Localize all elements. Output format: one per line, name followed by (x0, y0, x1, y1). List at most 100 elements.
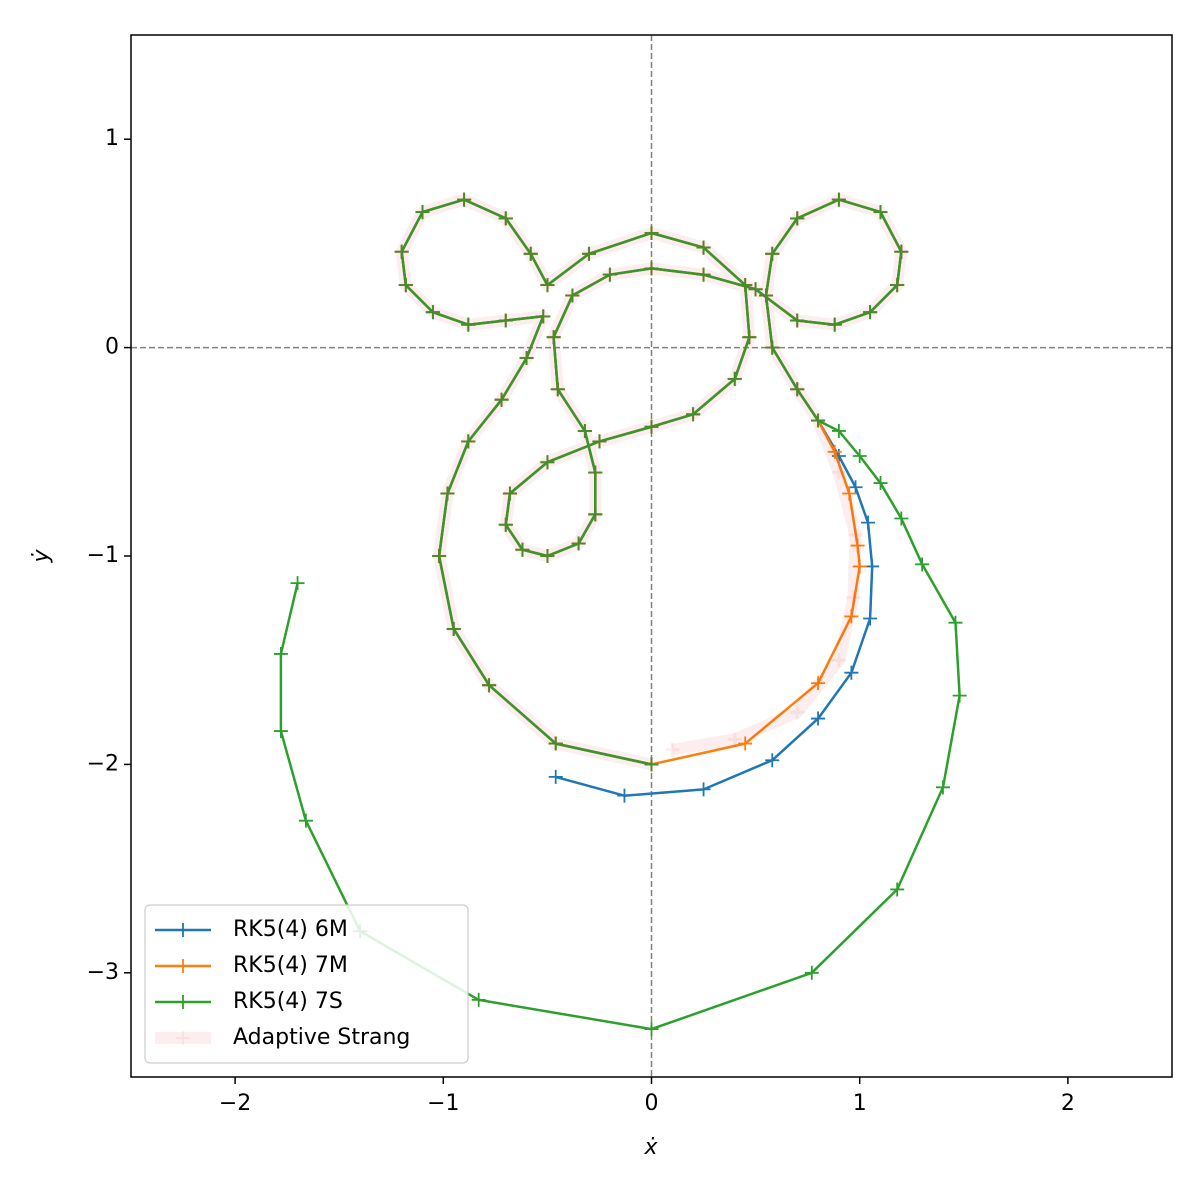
marker (644, 225, 659, 240)
marker (498, 211, 513, 226)
marker (471, 992, 486, 1007)
marker (831, 465, 846, 480)
marker (765, 246, 780, 261)
y-tick-label: −3 (87, 960, 119, 985)
marker (540, 455, 555, 470)
marker (565, 288, 580, 303)
marker (482, 678, 497, 693)
marker (748, 282, 763, 297)
marker (498, 517, 513, 532)
marker (519, 351, 534, 366)
x-tick-label: −2 (219, 1091, 251, 1116)
marker (644, 225, 659, 240)
marker (831, 192, 846, 207)
marker (457, 192, 472, 207)
marker (852, 448, 867, 463)
marker (415, 205, 430, 220)
marker (498, 517, 513, 532)
marker (290, 576, 305, 591)
marker (844, 609, 859, 624)
marker (844, 665, 859, 680)
marker (398, 278, 413, 293)
marker (592, 434, 607, 449)
legend-label: RK5(4) 7S (233, 989, 343, 1014)
marker (415, 205, 430, 220)
marker (742, 330, 757, 345)
marker (935, 780, 950, 795)
marker (548, 769, 563, 784)
marker (811, 413, 826, 428)
marker (498, 211, 513, 226)
marker (863, 305, 878, 320)
marker (790, 313, 805, 328)
marker (644, 261, 659, 276)
marker (523, 246, 538, 261)
marker (582, 246, 597, 261)
marker (592, 434, 607, 449)
legend: RK5(4) 6M RK5(4) 7M RK5(4) 7S Adaptive Stra… (144, 904, 469, 1064)
marker (790, 211, 805, 226)
marker (894, 244, 909, 259)
marker (696, 240, 711, 255)
x-tick-label: 1 (853, 1091, 867, 1116)
marker (759, 288, 774, 303)
marker (550, 382, 565, 397)
marker (846, 590, 861, 605)
marker (498, 313, 513, 328)
marker (865, 559, 880, 574)
marker (515, 542, 530, 557)
marker (425, 305, 440, 320)
marker (790, 705, 805, 720)
plot-area (273, 192, 967, 1037)
marker (915, 557, 930, 572)
marker (540, 278, 555, 293)
marker (565, 288, 580, 303)
marker (502, 486, 517, 501)
marker (644, 1022, 659, 1037)
marker (748, 282, 763, 297)
marker (848, 528, 863, 543)
marker (446, 621, 461, 636)
marker (515, 542, 530, 557)
marker (540, 455, 555, 470)
marker (273, 646, 288, 661)
marker (432, 549, 447, 563)
marker (617, 788, 632, 803)
legend-label: RK5(4) 7M (233, 953, 348, 978)
y-tick-label: 1 (105, 126, 119, 151)
marker (759, 288, 774, 303)
marker (546, 330, 561, 345)
marker (873, 205, 888, 220)
marker (790, 313, 805, 328)
marker (644, 261, 659, 276)
marker (540, 549, 555, 563)
marker (831, 653, 846, 668)
marker (546, 330, 561, 345)
marker (765, 340, 780, 355)
marker (811, 711, 826, 726)
marker (686, 407, 701, 422)
marker (644, 419, 659, 434)
marker (765, 340, 780, 355)
y-axis-label: ẏ (29, 549, 54, 564)
marker (571, 536, 586, 551)
marker (804, 965, 819, 980)
legend-marker (176, 1031, 190, 1045)
marker (394, 244, 409, 259)
marker (827, 444, 842, 459)
marker (665, 742, 680, 757)
x-tick-label: −1 (427, 1091, 459, 1116)
marker (738, 736, 753, 751)
marker (548, 736, 563, 751)
legend-label: Adaptive Strang (233, 1025, 410, 1050)
marker (863, 305, 878, 320)
marker (644, 757, 659, 772)
marker (602, 267, 617, 282)
marker (519, 351, 534, 366)
marker (457, 192, 472, 207)
x-tick-label: 2 (1061, 1091, 1075, 1116)
marker (894, 511, 909, 526)
marker (582, 246, 597, 261)
marker (765, 753, 780, 768)
marker (536, 309, 551, 324)
